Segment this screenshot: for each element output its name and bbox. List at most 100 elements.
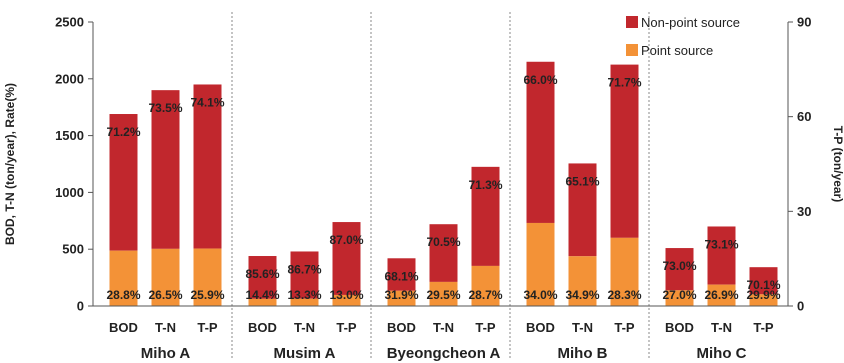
data-labels: 71.2% 28.8% 73.5% 26.5% 74.1% 25.9% 85.6% 14.4%… bbox=[106, 73, 780, 302]
group-label: Musim A bbox=[274, 345, 336, 362]
legend-swatch-non-point bbox=[626, 16, 638, 28]
bar-non-point bbox=[610, 64, 639, 238]
non-point-pct-label: 74.1% bbox=[190, 95, 224, 109]
y-tick-label-left: 500 bbox=[62, 242, 84, 257]
y-tick-label-left: 1000 bbox=[55, 185, 84, 200]
bar-point bbox=[610, 237, 639, 306]
point-pct-label: 28.8% bbox=[106, 288, 140, 302]
x-tick-label: BOD bbox=[248, 320, 277, 335]
point-pct-label: 29.9% bbox=[746, 288, 780, 302]
bar-non-point bbox=[568, 163, 597, 257]
y-tick-label-left: 1500 bbox=[55, 128, 84, 143]
bar-non-point bbox=[290, 251, 319, 299]
bar-point bbox=[109, 250, 138, 306]
legend-label-point: Point source bbox=[641, 43, 713, 58]
bar-point bbox=[290, 298, 319, 306]
x-tick-label: T-P bbox=[197, 320, 218, 335]
non-point-pct-label: 85.6% bbox=[245, 267, 279, 281]
x-tick-label: T-N bbox=[572, 320, 593, 335]
y-tick-label-left: 0 bbox=[77, 299, 84, 314]
bar-point bbox=[526, 222, 555, 306]
point-pct-label: 31.9% bbox=[384, 288, 418, 302]
non-point-pct-label: 71.2% bbox=[106, 125, 140, 139]
bar-non-point bbox=[665, 248, 694, 291]
non-point-pct-label: 73.0% bbox=[662, 259, 696, 273]
bar-point bbox=[707, 284, 736, 306]
y-axis-title-left: BOD, T-N (ton/year), Rate(%) bbox=[3, 83, 17, 245]
bar-point bbox=[568, 256, 597, 306]
x-tick-label: T-N bbox=[294, 320, 315, 335]
bar-non-point bbox=[387, 258, 416, 291]
bar-non-point bbox=[109, 114, 138, 251]
legend: Non-point source Point source bbox=[626, 15, 740, 58]
y-tick-label-right: 0 bbox=[797, 299, 804, 314]
y-tick-label-left: 2000 bbox=[55, 71, 84, 86]
non-point-pct-label: 71.7% bbox=[607, 76, 641, 90]
bar-point bbox=[151, 248, 180, 306]
bar-point bbox=[665, 290, 694, 306]
bar-point bbox=[471, 265, 500, 306]
bar-non-point bbox=[707, 226, 736, 285]
point-pct-label: 29.5% bbox=[426, 288, 460, 302]
group-dividers bbox=[231, 12, 650, 358]
group-label: Byeongcheon A bbox=[387, 345, 501, 362]
x-tick-label: T-N bbox=[711, 320, 732, 335]
point-pct-label: 26.5% bbox=[148, 288, 182, 302]
point-pct-label: 25.9% bbox=[190, 288, 224, 302]
bar-non-point bbox=[151, 90, 180, 249]
x-tick-label: T-P bbox=[475, 320, 496, 335]
x-tick-label: T-P bbox=[336, 320, 357, 335]
bar-non-point bbox=[332, 222, 361, 295]
point-pct-label: 14.4% bbox=[245, 288, 279, 302]
bar-non-point bbox=[749, 267, 778, 295]
point-pct-label: 28.7% bbox=[468, 288, 502, 302]
non-point-pct-label: 87.0% bbox=[329, 233, 363, 247]
x-tick-label: BOD bbox=[387, 320, 416, 335]
point-pct-label: 26.9% bbox=[704, 288, 738, 302]
non-point-pct-label: 66.0% bbox=[523, 73, 557, 87]
point-pct-label: 13.3% bbox=[287, 288, 321, 302]
bar-non-point bbox=[526, 61, 555, 223]
non-point-pct-label: 73.1% bbox=[704, 237, 738, 251]
non-point-pct-label: 68.1% bbox=[384, 269, 418, 283]
non-point-pct-label: 65.1% bbox=[565, 174, 599, 188]
bar-non-point bbox=[193, 84, 222, 249]
x-tick-label: BOD bbox=[109, 320, 138, 335]
bars bbox=[109, 61, 778, 306]
y-tick-label-right: 30 bbox=[797, 204, 811, 219]
y-tick-label-right: 60 bbox=[797, 109, 811, 124]
bar-non-point bbox=[429, 224, 458, 282]
bar-point bbox=[387, 290, 416, 306]
x-tick-label: T-P bbox=[753, 320, 774, 335]
x-tick-label: BOD bbox=[665, 320, 694, 335]
group-label: Miho B bbox=[558, 345, 608, 362]
point-pct-label: 13.0% bbox=[329, 288, 363, 302]
bar-non-point bbox=[248, 256, 277, 299]
bar-point bbox=[193, 248, 222, 306]
point-pct-label: 34.0% bbox=[523, 288, 557, 302]
bar-non-point bbox=[471, 166, 500, 266]
legend-swatch-point bbox=[626, 44, 638, 56]
non-point-pct-label: 70.5% bbox=[426, 235, 460, 249]
bar-point bbox=[332, 294, 361, 306]
y-tick-label-left: 2500 bbox=[55, 15, 84, 30]
bar-point bbox=[749, 294, 778, 306]
group-label: Miho C bbox=[697, 345, 747, 362]
x-tick-label: BOD bbox=[526, 320, 555, 335]
group-label: Miho A bbox=[141, 345, 191, 362]
non-point-pct-label: 70.1% bbox=[746, 278, 780, 292]
y-axis-title-right: T-P (ton/year) bbox=[831, 126, 844, 202]
point-pct-label: 34.9% bbox=[565, 288, 599, 302]
x-tick-label: T-N bbox=[433, 320, 454, 335]
point-pct-label: 27.0% bbox=[662, 288, 696, 302]
point-pct-label: 28.3% bbox=[607, 288, 641, 302]
bar-point bbox=[248, 298, 277, 306]
x-tick-label: T-P bbox=[614, 320, 635, 335]
bar-point bbox=[429, 281, 458, 306]
non-point-pct-label: 73.5% bbox=[148, 101, 182, 115]
legend-label-non-point: Non-point source bbox=[641, 15, 740, 30]
non-point-pct-label: 71.3% bbox=[468, 178, 502, 192]
non-point-pct-label: 86.7% bbox=[287, 262, 321, 276]
